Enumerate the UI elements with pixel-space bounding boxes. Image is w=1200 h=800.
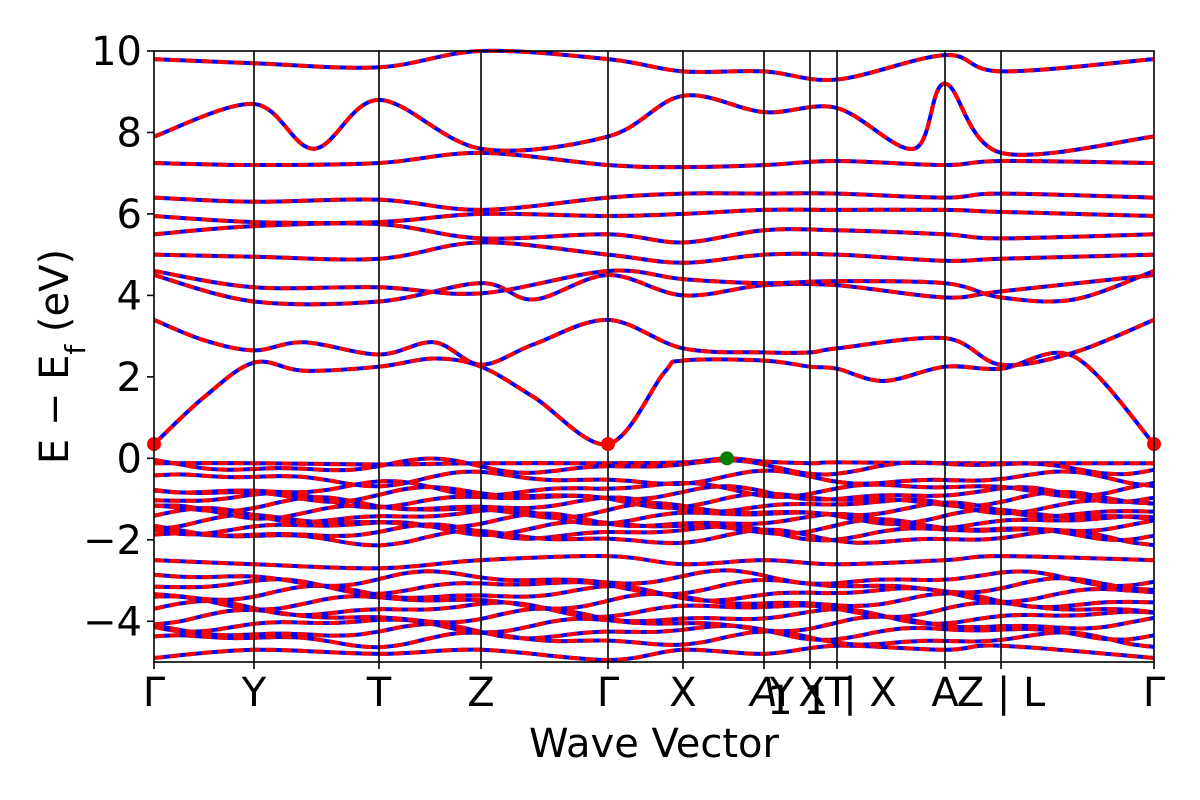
y-axis-title-unit: (eV) [32,249,78,345]
bands-layer [152,48,1156,662]
valence-manifold-lower-8-spin-up [153,568,1155,589]
y-axis-title: E − Ef (eV) [32,249,92,464]
band-band-6b-spin-up [153,191,1155,212]
x-tick-label-4: Γ [597,670,620,716]
valence-manifold-upper-8-spin-up [153,484,1155,504]
y-tick-label: 4 [117,273,142,319]
x-tick-label-7: Y [769,670,795,716]
x-tick-label-13: A [931,670,959,716]
band-band-6b-spin-down [153,191,1155,212]
valence-manifold-lower-0-spin-up [153,629,1155,650]
valence-manifold-top-0-spin-up [153,468,1155,489]
vbm-marker [720,451,734,466]
x-tick-label-6: A [747,670,777,716]
x-tick-label-10: 1 [803,678,828,724]
band-band-5b-spin-up [153,221,1155,245]
band-band-6a-spin-down [153,207,1155,225]
y-axis-title-main: E − E [32,355,78,465]
band-valence-deep-1-spin-up [153,553,1155,571]
y-tick-label: −2 [83,518,142,564]
y-tick-label: 2 [117,355,142,401]
valence-manifold-top-1-spin-up [153,456,1155,477]
cbm-marker-2 [601,437,615,452]
y-axis: −4 −2 0 2 4 6 8 10 [83,29,154,645]
valence-manifold-lower-4-spin-up [153,599,1155,619]
x-tick-label-11: T [824,670,850,716]
valence-manifold-upper-0-spin-up [153,527,1155,548]
band-band-6a-spin-up [153,207,1155,225]
x-tick-label-12: | X [843,670,897,716]
x-axis-title: Wave Vector [529,721,780,767]
x-tick-label-15: Γ [1143,670,1166,716]
valence-manifold-upper-4-spin-up [153,505,1155,526]
x-tick-label-5: X [669,670,696,716]
band-conduction-2-spin-up [153,317,1155,368]
y-tick-label: 0 [117,436,142,482]
y-tick-label: 8 [117,110,142,156]
x-tick-label-9: X [798,670,825,716]
band-valence-deep-1-spin-down [153,553,1155,571]
y-tick-label: −4 [83,599,142,645]
y-axis-title-subscript: f [59,344,92,355]
high-symmetry-lines [253,51,1002,662]
valence-manifold-upper-7-spin-up [153,489,1155,510]
y-tick-label: 10 [91,29,142,75]
x-tick-label-8: 1 [767,678,792,724]
valence-manifold-lower-1-spin-up [153,622,1155,642]
band-band-8-spin-down [153,81,1155,157]
band-conduction-1-spin-up [152,350,1156,447]
x-tick-label-3: Z [467,670,494,716]
band-band-5a-spin-up [153,240,1155,265]
band-band-7-spin-down [153,150,1155,170]
valence-manifold-lower-2-spin-up [153,614,1155,635]
x-tick-label-0: Γ [143,670,166,716]
y-tick-label: 6 [117,192,142,238]
band-band-9-spin-up [153,48,1155,82]
plot-frame [153,50,1155,663]
band-band-4a-spin-up [153,273,1155,307]
x-tick-label-14: Z | L [957,670,1046,716]
band-valence-deep-2-spin-up [153,643,1155,662]
valence-manifold-lower-3-spin-up [153,606,1155,627]
x-tick-label-2: T [366,670,392,716]
band-conduction-2-spin-down [153,317,1155,368]
x-tick-label-1: Y [241,670,267,716]
